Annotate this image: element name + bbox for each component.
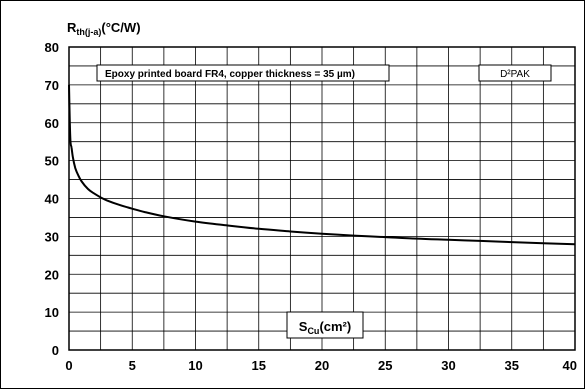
x-tick-label: 40	[563, 358, 577, 373]
x-axis-label-sub: Cu	[307, 326, 319, 336]
board-annotation: Epoxy printed board FR4, copper thicknes…	[105, 69, 355, 80]
y-axis-label: Rth(j-a)(°C/W)	[67, 20, 141, 37]
y-tick-label: 30	[45, 229, 59, 244]
y-tick-label: 20	[45, 267, 59, 282]
x-tick-label: 25	[378, 358, 392, 373]
grid	[69, 47, 575, 350]
x-tick-label: 15	[252, 358, 266, 373]
y-tick-label: 50	[45, 154, 59, 169]
x-axis-label-unit: (cm²)	[319, 319, 351, 334]
x-tick-label: 30	[441, 358, 455, 373]
board-annotation-box	[96, 64, 390, 82]
y-tick-label: 60	[45, 116, 59, 131]
x-tick-label: 0	[65, 358, 72, 373]
y-axis-label-main: R	[67, 20, 77, 35]
plot-area	[68, 46, 576, 351]
tick-labels: 0 10 20 30 40 50 60 70 80 0 5 10 15 20 25 30 35 40	[45, 40, 577, 373]
x-axis-label-box	[286, 311, 364, 339]
y-tick-label: 10	[45, 305, 59, 320]
y-tick-label: 0	[52, 343, 59, 358]
series-line	[68, 84, 576, 246]
y-tick-label: 40	[45, 192, 59, 207]
x-axis-label: SCu(cm²)	[299, 319, 351, 336]
package-label: D²PAK	[500, 69, 530, 80]
y-axis-label-unit: (°C/W)	[101, 20, 140, 35]
y-tick-label: 80	[45, 40, 59, 55]
y-tick-label: 70	[45, 78, 59, 93]
x-tick-label: 10	[188, 358, 202, 373]
x-tick-label: 5	[129, 358, 136, 373]
y-axis-label-sub: th(j-a)	[76, 27, 101, 37]
x-axis-label-main: S	[299, 319, 308, 334]
x-tick-label: 35	[505, 358, 519, 373]
package-box	[478, 64, 552, 82]
x-tick-label: 20	[315, 358, 329, 373]
